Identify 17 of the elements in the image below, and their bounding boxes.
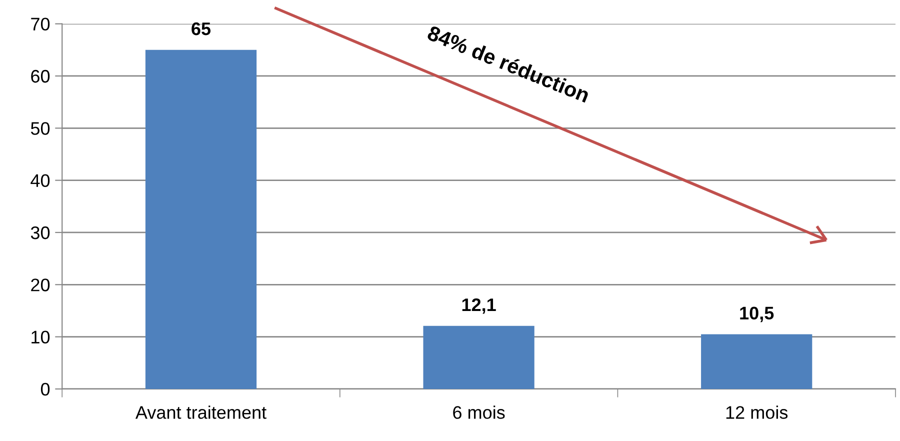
bar (701, 334, 812, 389)
data-label: 12,1 (462, 298, 496, 314)
y-tick-label: 60 (31, 70, 50, 83)
x-tick-label: Avant traitement (135, 406, 266, 419)
data-label: 10,5 (740, 306, 774, 322)
y-tick-label: 10 (32, 330, 50, 344)
y-tick-label: 20 (31, 278, 50, 292)
y-tick-label: 30 (30, 226, 50, 240)
y-tick-label: 40 (30, 174, 50, 188)
y-tick-label: 50 (30, 122, 50, 135)
y-tick-label: 70 (31, 18, 50, 31)
bar (423, 326, 534, 389)
x-tick-label: 6 mois (453, 406, 505, 419)
data-label: 65 (192, 22, 211, 36)
y-tick-label: 0 (40, 382, 50, 396)
bar (145, 50, 257, 389)
x-tick-label: 12 mois (726, 406, 788, 419)
